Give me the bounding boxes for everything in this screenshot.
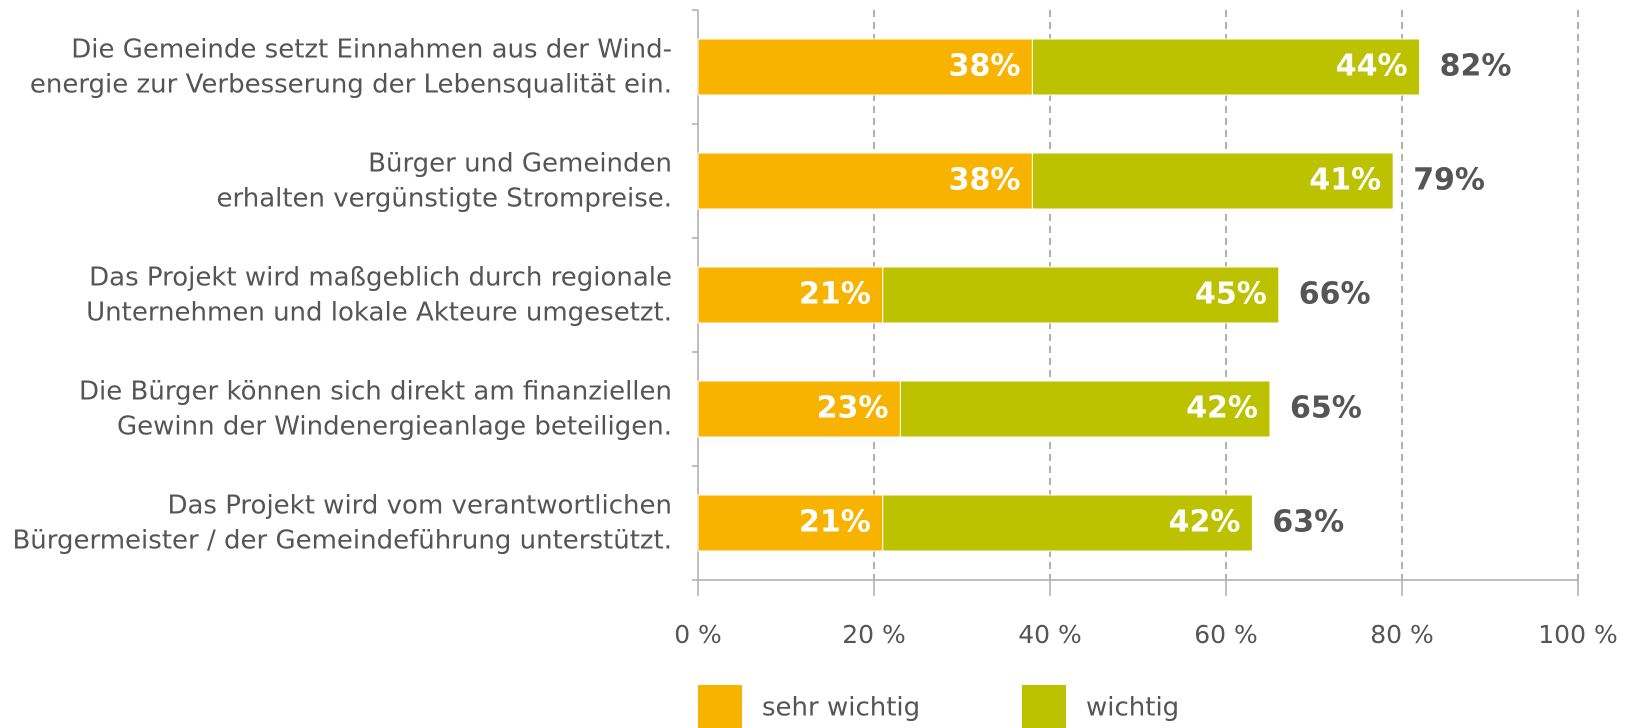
bar-segment — [697, 494, 884, 552]
x-tick-label: 40 % — [1018, 620, 1082, 649]
category-label-line: energie zur Verbesserung der Lebensquali… — [30, 69, 672, 99]
value-label: 42% — [1186, 391, 1258, 426]
category-label-line: Das Projekt wird maßgeblich durch region… — [89, 262, 672, 292]
total-label: 65% — [1290, 391, 1362, 426]
category-label-line: Das Projekt wird vom verantwortlichen — [167, 490, 672, 520]
value-label: 21% — [799, 505, 871, 540]
category-label-line: Die Gemeinde setzt Einnahmen aus der Win… — [71, 34, 672, 64]
bar-segment — [697, 38, 1033, 96]
total-label: 79% — [1413, 163, 1485, 198]
total-label: 63% — [1272, 505, 1344, 540]
value-label: 44% — [1336, 49, 1408, 84]
category-label: Bürger und Gemeinden erhalten vergünstigt… — [217, 148, 673, 213]
x-tick-label: 0 % — [674, 620, 722, 649]
bar-segment — [697, 152, 1033, 210]
x-tick-label: 20 % — [842, 620, 906, 649]
category-label-line: erhalten vergünstigte Strompreise. — [217, 183, 673, 213]
category-label-line: Bürger und Gemeinden — [368, 148, 672, 178]
x-tick-label: 60 % — [1194, 620, 1258, 649]
bar-segment — [882, 266, 1280, 324]
category-label: Das Projekt wird maßgeblich durch region… — [86, 262, 672, 327]
value-label: 38% — [949, 49, 1021, 84]
total-label: 66% — [1299, 277, 1371, 312]
legend-label: sehr wichtig — [762, 693, 920, 723]
value-label: 23% — [817, 391, 889, 426]
category-label: Die Gemeinde setzt Einnahmen aus der Win… — [30, 34, 672, 99]
bar-segment — [882, 494, 1253, 552]
bar-segment — [697, 380, 901, 438]
total-label: 82% — [1440, 49, 1512, 84]
category-label-line: Gewinn der Windenergieanlage beteiligen. — [117, 411, 672, 441]
bar-segment — [899, 380, 1271, 438]
value-label: 45% — [1195, 277, 1267, 312]
legend-swatch — [698, 685, 742, 728]
bar-segment — [1031, 152, 1394, 210]
category-label-line: Bürgermeister / der Gemeindeführung unte… — [12, 525, 672, 555]
legend-label: wichtig — [1086, 693, 1179, 723]
x-tick-label: 100 % — [1538, 620, 1617, 649]
value-label: 21% — [799, 277, 871, 312]
category-label: Die Bürger können sich direkt am finanzi… — [79, 376, 672, 441]
value-label: 41% — [1309, 163, 1381, 198]
category-label-line: Die Bürger können sich direkt am finanzi… — [79, 376, 672, 406]
x-tick-label: 80 % — [1370, 620, 1434, 649]
value-label: 42% — [1169, 505, 1241, 540]
value-label: 38% — [949, 163, 1021, 198]
category-label-line: Unternehmen und lokale Akteure umgesetzt… — [86, 297, 672, 327]
bar-segment — [1031, 38, 1421, 96]
legend-swatch — [1022, 685, 1066, 728]
category-label: Das Projekt wird vom verantwortlichen Bür… — [12, 490, 672, 555]
